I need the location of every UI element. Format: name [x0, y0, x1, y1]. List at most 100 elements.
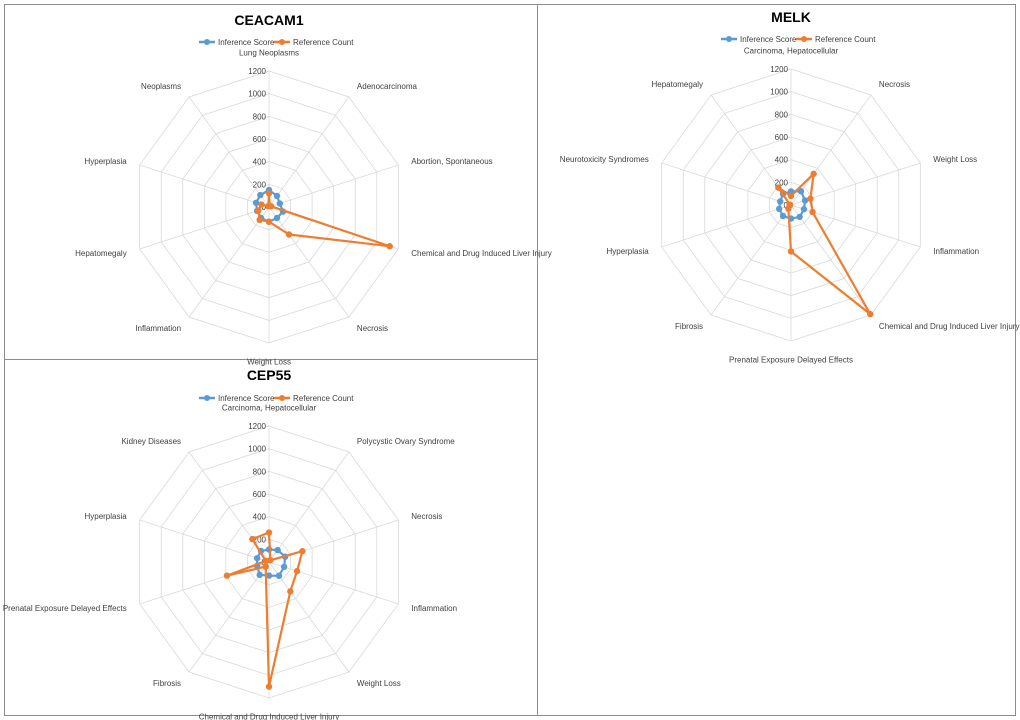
tick-label: 1200 [770, 65, 788, 74]
svg-text:Reference Count: Reference Count [293, 394, 354, 403]
tick-label: 600 [253, 135, 267, 144]
axis-spoke [268, 451, 350, 563]
category-label: Hyperplasia [84, 157, 127, 166]
chart-title: CEP55 [247, 367, 292, 383]
tick-label: 800 [775, 110, 789, 119]
tick-label: 1000 [770, 88, 788, 97]
data-point [265, 218, 273, 225]
chart-panel-cep55: CEP55 Inference Score Reference Count 1200 1… [3, 360, 537, 720]
category-label: Kidney Diseases [121, 437, 181, 446]
axis-spoke [790, 94, 872, 206]
data-point [252, 199, 260, 206]
axis-spoke [790, 204, 872, 316]
category-label: Prenatal Exposure Delayed Effects [729, 356, 853, 365]
category-label: Weight Loss [933, 155, 977, 164]
axis-spoke [268, 561, 399, 605]
svg-text:Inference Score: Inference Score [218, 38, 275, 47]
category-label: Inflammation [933, 247, 979, 256]
tick-label: 600 [253, 490, 267, 499]
data-point [275, 572, 283, 579]
axis-spoke [268, 164, 399, 208]
axis-spoke [710, 204, 792, 316]
category-label: Hepatomegaly [651, 80, 703, 89]
category-label: Hepatomegaly [75, 249, 127, 258]
axis-spoke [188, 206, 270, 318]
data-point [779, 212, 787, 220]
legend-entry-0: Inference Score [721, 35, 797, 44]
svg-text:Inference Score: Inference Score [740, 35, 797, 44]
radar-chart-svg: MELK Inference Score Reference Count 1200 10… [560, 9, 1020, 365]
chart-panel-ceacam1: CEACAM1 Inference Score Reference Count 120… [5, 5, 552, 367]
category-label: Necrosis [411, 512, 442, 521]
legend-entry-0: Inference Score [199, 38, 275, 47]
data-point [276, 200, 283, 207]
data-point [797, 188, 805, 195]
chart-grid: CEACAM1 Inference Score Reference Count 120… [3, 4, 1020, 720]
category-label: Inflammation [411, 604, 457, 613]
data-point [787, 192, 795, 200]
category-label: Prenatal Exposure Delayed Effects [3, 604, 127, 613]
data-point [258, 201, 265, 208]
svg-text:Inference Score: Inference Score [218, 394, 275, 403]
data-point [807, 195, 814, 202]
tick-label: 0 [262, 203, 267, 212]
tick-label: 1000 [248, 445, 266, 454]
data-point [256, 571, 263, 579]
data-point [775, 205, 783, 213]
category-label: Necrosis [879, 80, 910, 89]
data-point [386, 243, 393, 250]
data-point [287, 588, 294, 595]
data-point [777, 198, 784, 205]
data-point [256, 216, 263, 224]
data-point [273, 192, 281, 200]
axis-spoke [661, 204, 792, 248]
category-label: Necrosis [357, 324, 388, 333]
tick-label: 400 [775, 156, 789, 165]
radar-chart-svg: CEACAM1 Inference Score Reference Count 120… [75, 12, 552, 367]
data-point [787, 248, 795, 255]
category-label: Fibrosis [153, 679, 181, 688]
radar-chart-svg: CEP55 Inference Score Reference Count 1200 1… [3, 367, 457, 720]
chart-title: CEACAM1 [234, 12, 303, 28]
category-label: Carcinoma, Hepatocellular [744, 46, 839, 55]
tick-label: 1000 [248, 90, 266, 99]
axis-spoke [139, 519, 270, 563]
data-point [262, 563, 269, 570]
data-point [810, 170, 817, 178]
data-point [262, 557, 269, 565]
data-point [809, 208, 816, 216]
category-label: Abortion, Spontaneous [411, 157, 492, 166]
tick-label: 0 [784, 201, 789, 210]
category-label: Fibrosis [675, 322, 703, 331]
data-point [801, 197, 809, 204]
legend-entry-1: Reference Count [796, 35, 876, 44]
axis-spoke [268, 206, 350, 318]
data-point [265, 190, 273, 197]
category-label: Hyperplasia [84, 512, 127, 521]
chart-title: MELK [771, 9, 811, 25]
axis-spoke [661, 162, 792, 206]
panel-divider-vertical [537, 5, 538, 715]
axis-spoke [139, 164, 270, 208]
tick-label: 200 [775, 178, 789, 187]
category-label: Neoplasms [141, 82, 181, 91]
data-point [285, 231, 293, 238]
axis-spoke [268, 561, 350, 673]
svg-text:Reference Count: Reference Count [293, 38, 354, 47]
tick-label: 800 [253, 467, 267, 476]
data-point [257, 191, 264, 199]
category-label: Weight Loss [357, 679, 401, 688]
category-label: Polycystic Ovary Syndrome [357, 437, 455, 446]
category-label: Chemical and Drug Induced Liver Injury [199, 713, 340, 720]
data-point [786, 201, 794, 208]
legend-entry-1: Reference Count [274, 38, 354, 47]
svg-text:Reference Count: Reference Count [815, 35, 876, 44]
data-point [249, 535, 256, 543]
category-label: Inflammation [135, 324, 181, 333]
tick-label: 400 [253, 513, 267, 522]
tick-label: 800 [253, 112, 267, 121]
axis-spoke [188, 96, 270, 208]
category-label: Weight Loss [247, 358, 291, 367]
data-point [273, 214, 281, 222]
axis-spoke [268, 96, 350, 208]
